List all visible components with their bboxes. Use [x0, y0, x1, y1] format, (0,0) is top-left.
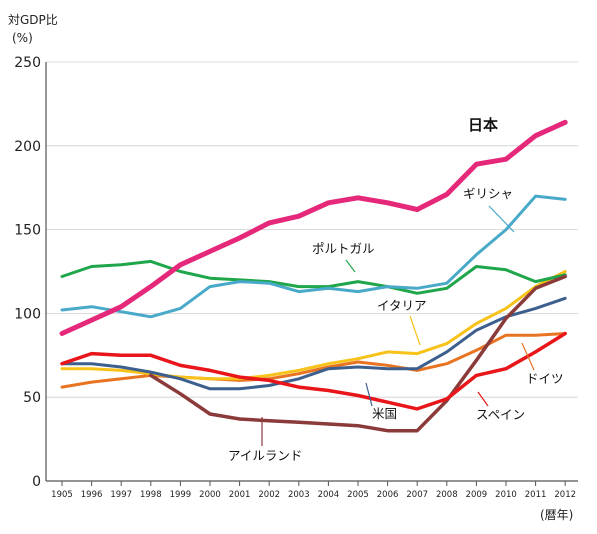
- leader-line: [488, 205, 515, 233]
- x-axis-label: (暦年): [540, 508, 573, 522]
- x-tick-label: 2005: [347, 490, 369, 500]
- series-line-イタリア: [60, 270, 567, 381]
- x-tick-label: 2007: [406, 490, 428, 500]
- series-line-ドイツ: [60, 332, 567, 389]
- label-leader-lines: [261, 205, 535, 446]
- series-line-ギリシャ: [60, 194, 567, 319]
- series-label: ドイツ: [526, 371, 564, 386]
- y-axis-unit: (%): [12, 31, 33, 45]
- series-line-ポルトガル: [60, 259, 567, 295]
- series-line-スペイン: [60, 331, 567, 411]
- leader-line: [477, 391, 489, 407]
- x-tick-label: 1998: [140, 490, 162, 500]
- x-tick-label: 1996: [81, 490, 103, 500]
- y-tick-label: 150: [14, 223, 41, 239]
- series-label: イタリア: [377, 298, 427, 313]
- y-axis-label: 対GDP比: [8, 13, 58, 27]
- y-tick-label: 100: [14, 306, 41, 322]
- x-tick-label: 2002: [258, 490, 280, 500]
- x-tick-label: 2000: [199, 490, 221, 500]
- x-tick-label: 2011: [525, 490, 547, 500]
- series-label: 日本: [468, 116, 498, 134]
- x-tick-label: 2009: [466, 490, 488, 500]
- y-tick-label: 250: [14, 55, 41, 71]
- series-label: 米国: [372, 406, 397, 421]
- series-label: ポルトガル: [312, 241, 375, 256]
- x-tick-label: 2012: [554, 490, 576, 500]
- x-tick-label: 2003: [288, 490, 310, 500]
- leader-line: [345, 259, 356, 273]
- leader-line: [409, 315, 421, 346]
- x-tick-label: 2001: [229, 490, 251, 500]
- leader-line: [521, 342, 535, 371]
- series-line-日本: [59, 119, 568, 336]
- y-tick-labels: 0 50 100 150 200 250: [14, 55, 41, 490]
- x-tick-label: 1999: [170, 490, 192, 500]
- x-tick-label: 1997: [110, 490, 132, 500]
- x-tick-labels: 1905 1996 1997 1998 1999 2000 2001 2002 2003 2004…: [51, 481, 576, 500]
- x-tick-label: 2006: [377, 490, 399, 500]
- series-label: アイルランド: [228, 448, 302, 463]
- series-label: ギリシャ: [463, 186, 513, 201]
- series-lines: [59, 119, 568, 433]
- y-tick-label: 200: [14, 139, 41, 155]
- x-tick-label: 2004: [318, 490, 340, 500]
- x-tick-label: 1905: [51, 490, 73, 500]
- x-tick-label: 2008: [436, 490, 458, 500]
- y-tick-label: 0: [32, 474, 41, 490]
- x-tick-label: 2010: [495, 490, 517, 500]
- series-line-アイルランド: [149, 274, 567, 433]
- series-label: スペイン: [476, 407, 525, 422]
- series-line-米国: [60, 296, 567, 391]
- leader-line: [365, 382, 373, 407]
- y-tick-label: 50: [23, 390, 41, 406]
